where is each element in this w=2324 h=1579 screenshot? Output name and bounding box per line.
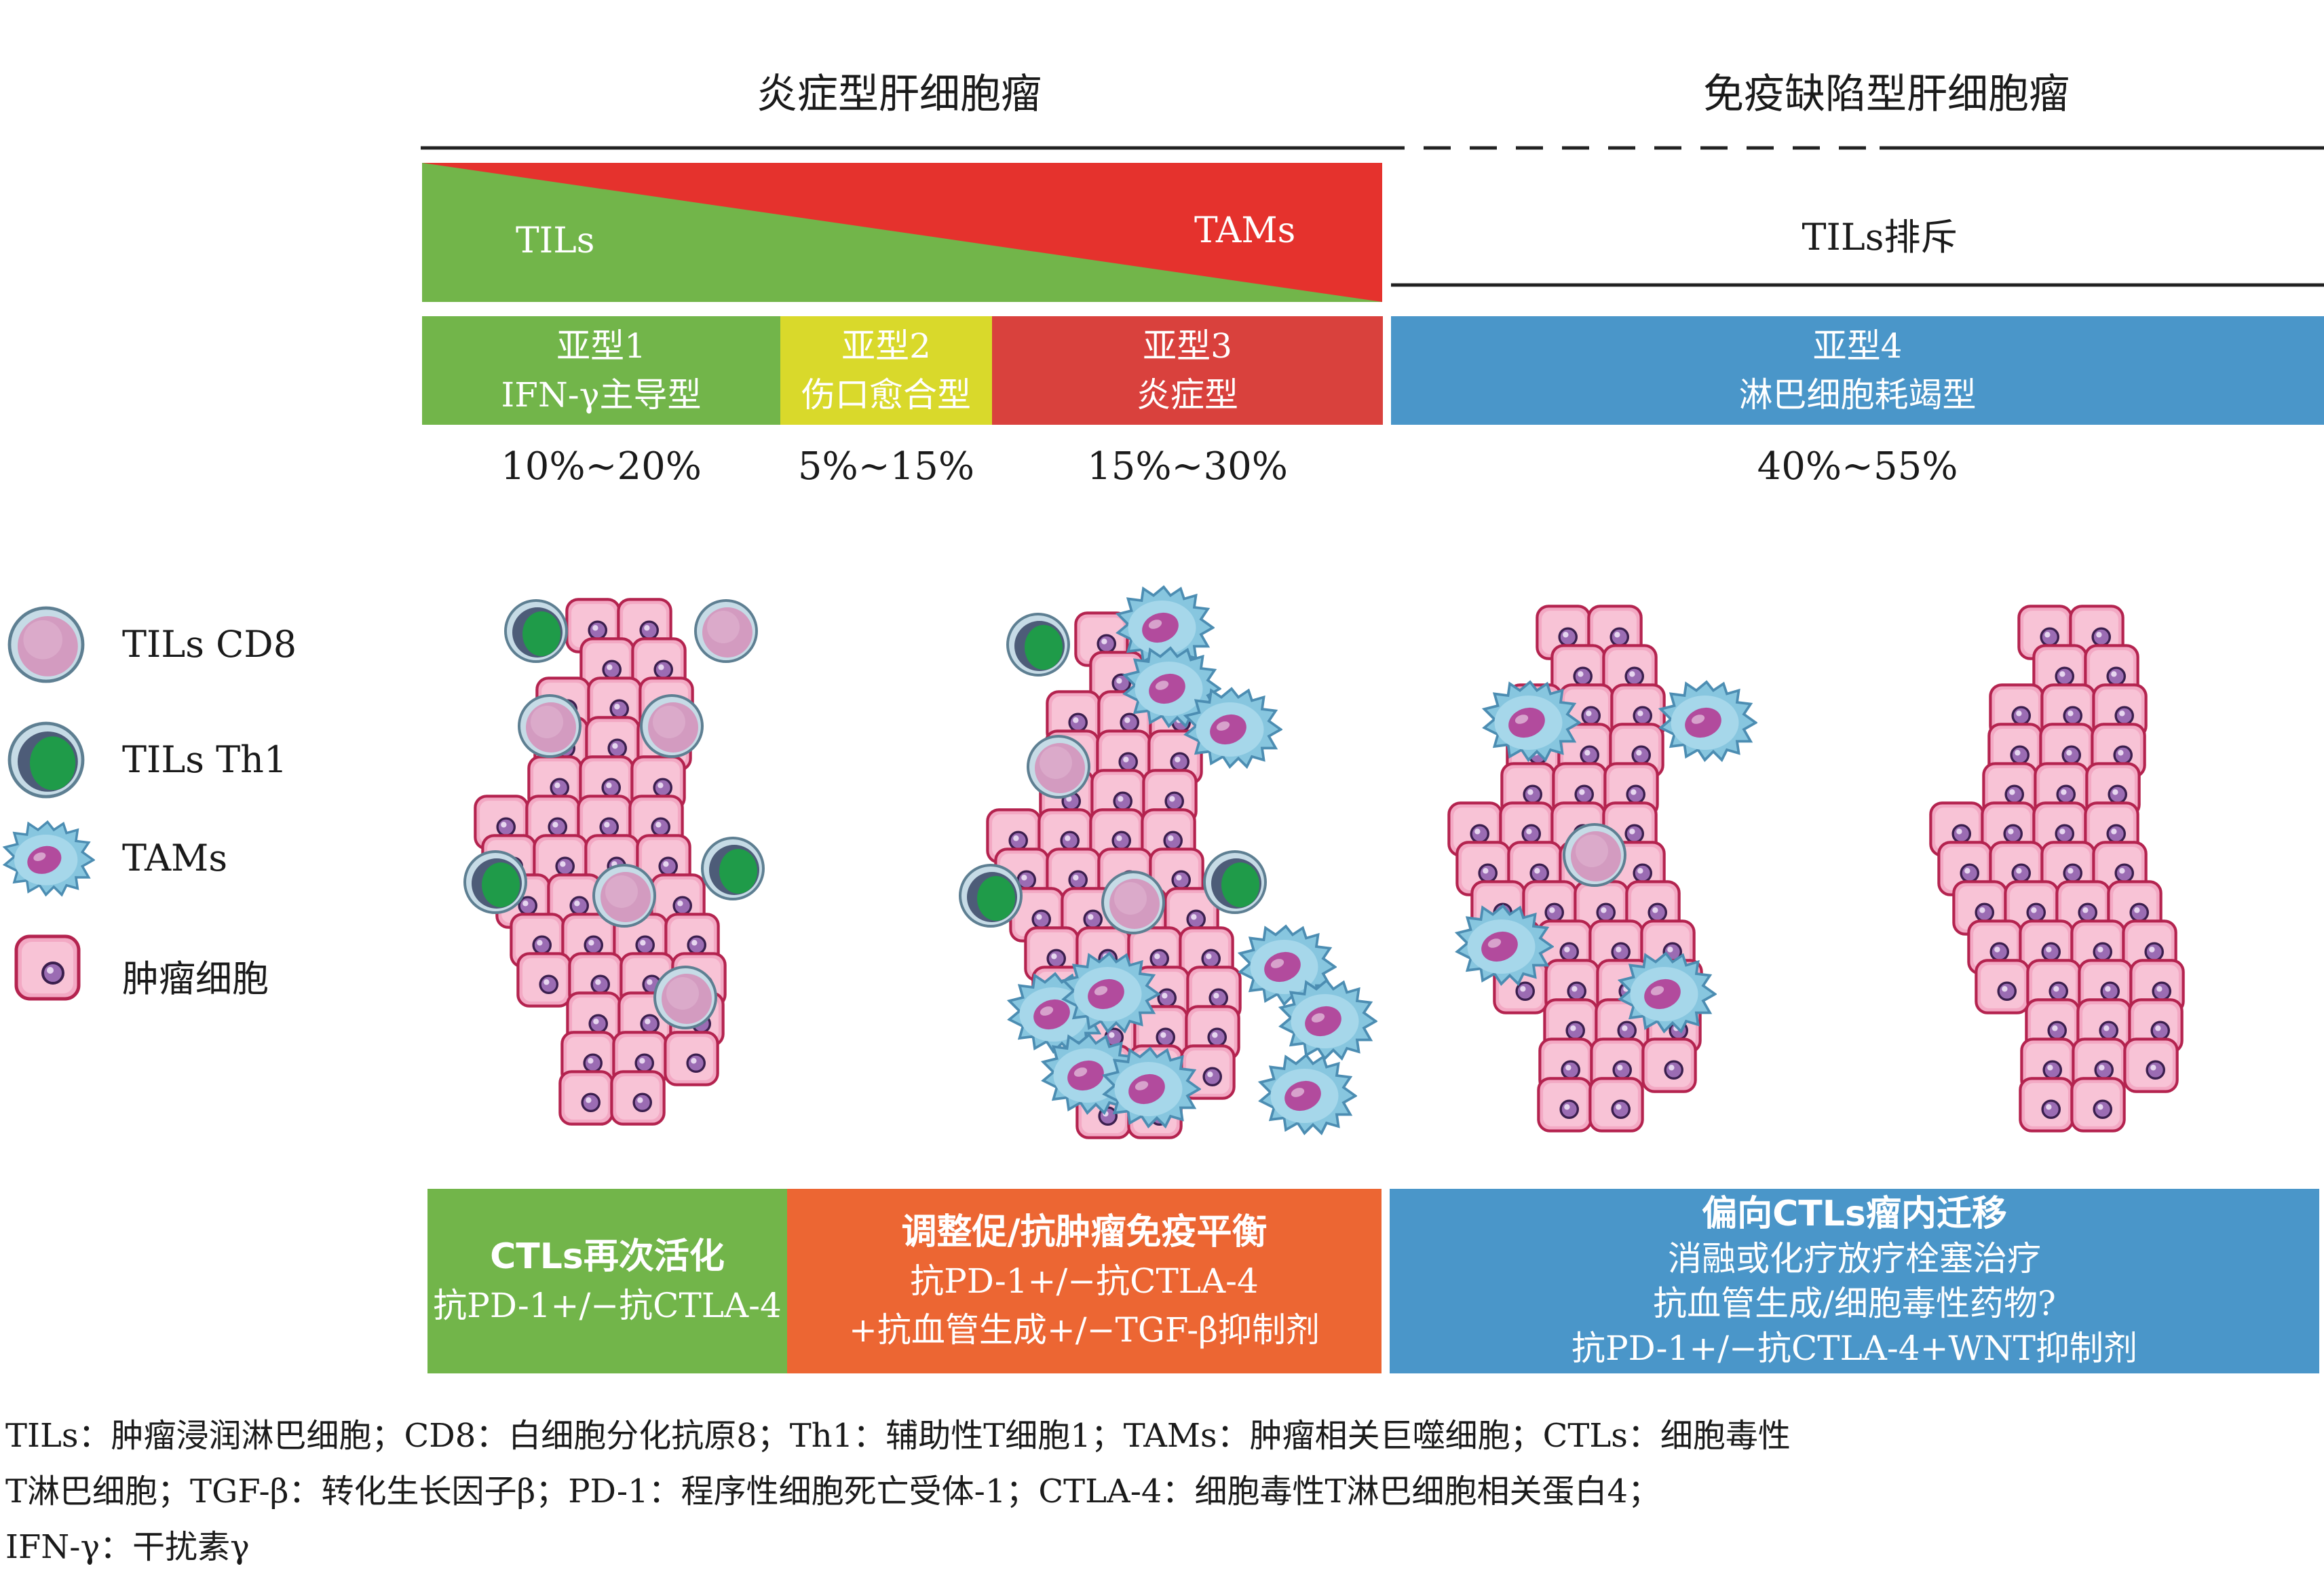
subtype-4-line1: 亚型4 [1812, 326, 1903, 366]
tils-th1-cell [463, 850, 527, 914]
subtype-3-box: 亚型3 炎症型 [992, 316, 1383, 425]
tils-cd8-cell [1563, 823, 1626, 887]
legend-label-tils-th1: TILs Th1 [122, 738, 288, 781]
subtype-4-box: 亚型4 淋巴细胞耗竭型 [1391, 316, 2324, 425]
tumor-cell-a [560, 1071, 612, 1124]
tils-cd8-cell [592, 864, 656, 928]
tam-cell [1659, 681, 1757, 761]
header-lines [421, 146, 2324, 302]
legend-label-tams: TAMs [122, 837, 228, 879]
tils-cd8-cell [640, 694, 704, 758]
tumor-cell-c [1643, 1039, 1695, 1091]
legend-tils-th1: TILs Th1 [0, 719, 434, 801]
band-exclusion-label: TILs排斥 [1802, 216, 1958, 259]
treatment-3-line3: 抗PD-1+/−抗CTLA-4+WNT抑制剂 [1571, 1329, 2137, 1368]
tils-cd8-cell [518, 694, 582, 758]
tils-th1-cell [1006, 613, 1070, 677]
subtype-1-line2: IFN-γ主导型 [501, 375, 702, 415]
tils-th1-cell [1203, 850, 1267, 914]
band-tams-label: TAMs [1194, 210, 1296, 251]
tam-cell [1279, 979, 1377, 1060]
footnote-line-1: TILs：肿瘤浸润淋巴细胞；CD8：白细胞分化抗原8；Th1：辅助性T细胞1；T… [5, 1417, 1791, 1455]
tils-cd8-cell [694, 599, 758, 663]
subtype-2-box: 亚型2 伤口愈合型 [780, 316, 992, 425]
tumor-cell-d [1976, 960, 2028, 1012]
footnote-line-3: IFN-γ：干扰素γ [5, 1528, 250, 1566]
treatment-3-line2: 抗血管生成/细胞毒性药物? [1653, 1284, 2056, 1323]
tils-cd8-cell [1101, 871, 1165, 934]
treatment-3-line1: 消融或化疗放疗栓塞治疗 [1668, 1239, 2041, 1278]
tils-cd8-cell [653, 966, 717, 1029]
treatment-2-line1: 抗PD-1+/−抗CTLA-4 [910, 1261, 1259, 1301]
legend-tils-cd8: TILs CD8 [0, 604, 434, 685]
tumor-cell-d [2125, 1039, 2177, 1091]
subtype-1-line1: 亚型1 [556, 326, 646, 366]
subtype-2-percent: 5%~15% [797, 444, 975, 489]
treatment-3-title: 偏向CTLs瘤内迁移 [1702, 1194, 2007, 1234]
tumor-illustrations [463, 586, 2324, 1160]
tumor-cell-d [2072, 1078, 2124, 1130]
tumor-cell-c [1538, 1078, 1590, 1130]
tils-cd8-cell [1027, 735, 1090, 799]
tils-th1-cell [701, 837, 765, 900]
subtype-4-line2: 淋巴细胞耗竭型 [1738, 375, 1977, 415]
legend-tams: TAMs [0, 818, 434, 899]
legend-label-tumor-cell: 肿瘤细胞 [122, 957, 269, 1000]
treatment-1-line1: 抗PD-1+/−抗CTLA-4 [433, 1286, 782, 1325]
legend-label-tils-cd8: TILs CD8 [122, 623, 297, 666]
footnote: TILs：肿瘤浸润淋巴细胞；CD8：白细胞分化抗原8；Th1：辅助性T细胞1；T… [5, 1408, 2319, 1575]
subtype-3-line2: 炎症型 [1137, 375, 1238, 415]
tumor-cell-a [665, 1032, 717, 1084]
band-red-triangle [422, 163, 1382, 302]
subtype-1-box: 亚型1 IFN-γ主导型 [422, 316, 780, 425]
subtype-3-percent: 15%~30% [1087, 444, 1288, 489]
tam-cell [1259, 1054, 1357, 1135]
treatment-2-line2: +抗血管生成+/−TGF-β抑制剂 [848, 1310, 1320, 1350]
treatment-3-box: 偏向CTLs瘤内迁移 消融或化疗放疗栓塞治疗 抗血管生成/细胞毒性药物? 抗PD… [1390, 1189, 2319, 1373]
footnote-line-2: T淋巴细胞；TGF-β：转化生长因子β；PD-1：程序性细胞死亡受体-1；CTL… [5, 1472, 1661, 1510]
header-immune-deficient-hcc: 免疫缺陷型肝细胞瘤 [1703, 71, 2070, 118]
subtype-2-line2: 伤口愈合型 [801, 375, 971, 415]
subtype-2-line1: 亚型2 [841, 326, 931, 366]
subtype-4-percent: 40%~55% [1757, 444, 1958, 489]
band-tils-label: TILs [516, 221, 595, 261]
treatment-1-title: CTLs再次活化 [490, 1236, 725, 1277]
subtype-3-line1: 亚型3 [1143, 326, 1232, 366]
treatment-2-title: 调整促/抗肿瘤免疫平衡 [901, 1212, 1268, 1253]
tumor-cell-d [2020, 1078, 2072, 1130]
tils-th1-cell [959, 864, 1023, 928]
tils-th1-cell [504, 599, 568, 663]
treatment-1-box: CTLs再次活化 抗PD-1+/−抗CTLA-4 [427, 1189, 787, 1373]
tumor-cell-c [1590, 1078, 1642, 1130]
subtype-1-percent: 10%~20% [501, 444, 702, 489]
treatment-2-box: 调整促/抗肿瘤免疫平衡 抗PD-1+/−抗CTLA-4 +抗血管生成+/−TGF… [787, 1189, 1382, 1373]
legend-tumor-cell: 肿瘤细胞 [0, 930, 434, 1011]
tumor-cell-a [611, 1071, 664, 1124]
header-inflammatory-hcc: 炎症型肝细胞瘤 [757, 71, 1042, 118]
tumor-cell-a [518, 953, 570, 1006]
